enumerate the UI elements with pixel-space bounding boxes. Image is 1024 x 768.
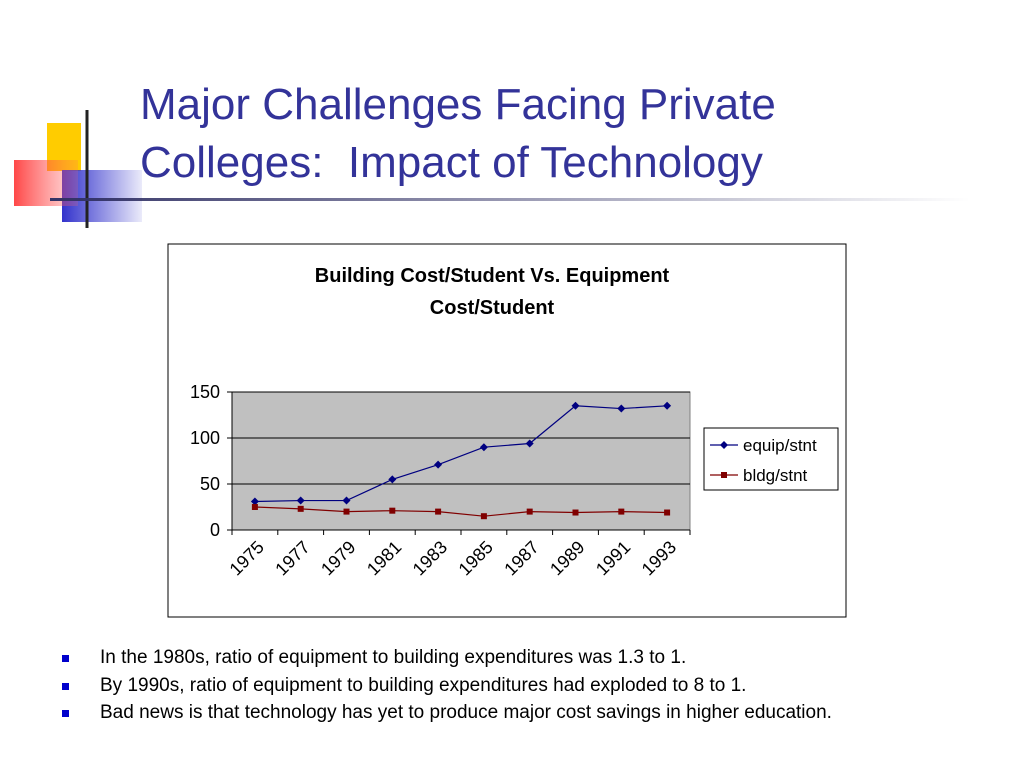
x-tick-label: 1983	[409, 537, 451, 579]
y-tick-label: 50	[200, 474, 220, 494]
point	[664, 509, 671, 516]
bullet: Bad news is that technology has yet to p…	[62, 699, 832, 727]
point	[663, 401, 672, 410]
slide-title: Major Challenges Facing Private Colleges…	[140, 80, 789, 187]
legend-label: bldg/stnt	[743, 466, 808, 485]
bullet: By 1990s, ratio of equipment to building…	[62, 672, 832, 700]
point	[479, 443, 488, 452]
x-tick-label: 1987	[500, 537, 542, 579]
x-tick-label: 1975	[226, 537, 268, 579]
bullet: In the 1980s, ratio of equipment to buil…	[62, 644, 832, 672]
point	[297, 505, 304, 512]
series-line	[254, 506, 668, 517]
x-tick-label: 1991	[592, 537, 634, 579]
x-tick-label: 1977	[271, 537, 313, 579]
y-tick-label: 150	[190, 382, 220, 402]
plot-area	[231, 391, 691, 531]
point	[388, 475, 397, 484]
point	[618, 508, 625, 515]
bullet-list: In the 1980s, ratio of equipment to buil…	[62, 644, 832, 727]
point	[296, 496, 305, 505]
point	[342, 496, 351, 505]
legend-marker	[721, 472, 727, 478]
x-tick-label: 1985	[455, 537, 497, 579]
chart-title: Building Cost/Student Vs. Equipment Cost…	[314, 265, 670, 319]
x-tick-label: 1993	[638, 537, 680, 579]
x-tick-label: 1989	[546, 537, 588, 579]
series-line	[254, 405, 668, 503]
deco-hline	[50, 198, 970, 201]
point	[572, 509, 579, 516]
legend-marker	[720, 441, 728, 449]
point	[525, 439, 534, 448]
point	[434, 460, 443, 469]
legend-label: equip/stnt	[743, 436, 817, 455]
y-tick-label: 100	[190, 428, 220, 448]
x-tick-label: 1979	[317, 537, 359, 579]
point	[389, 507, 396, 514]
legend	[703, 427, 839, 491]
point	[251, 504, 258, 510]
point	[617, 404, 626, 413]
point	[250, 497, 259, 506]
x-tick-label: 1981	[363, 537, 405, 579]
point	[526, 508, 533, 515]
point	[343, 508, 350, 515]
point	[480, 513, 487, 520]
y-tick-label: 0	[210, 520, 220, 540]
point	[571, 401, 580, 410]
point	[435, 508, 442, 515]
